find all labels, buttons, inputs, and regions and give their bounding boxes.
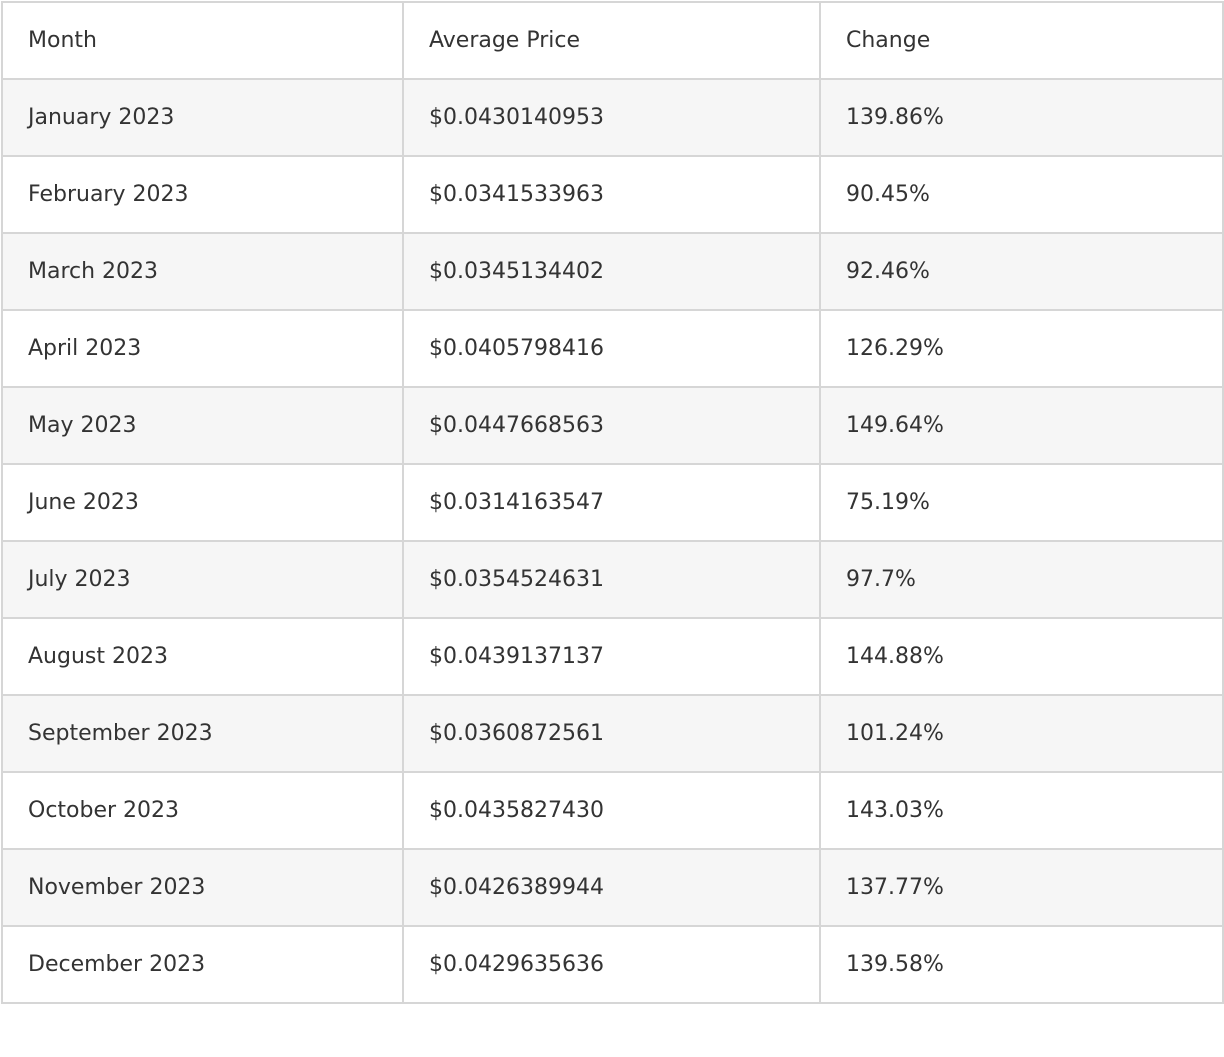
header-row: Month Average Price Change xyxy=(1,1,1224,80)
header-cell: Average Price xyxy=(402,1,821,80)
table-cell: December 2023 xyxy=(1,925,404,1004)
table-cell: September 2023 xyxy=(1,694,404,773)
table-cell: $0.0435827430 xyxy=(402,771,821,850)
table-cell: 90.45% xyxy=(819,155,1224,234)
table-cell: March 2023 xyxy=(1,232,404,311)
table-cell: January 2023 xyxy=(1,78,404,157)
table-row: June 2023 $0.0314163547 75.19% xyxy=(1,463,1224,542)
table-cell: May 2023 xyxy=(1,386,404,465)
table-cell: June 2023 xyxy=(1,463,404,542)
table-cell: $0.0447668563 xyxy=(402,386,821,465)
table-cell: 149.64% xyxy=(819,386,1224,465)
table-cell: 97.7% xyxy=(819,540,1224,619)
table-cell: $0.0341533963 xyxy=(402,155,821,234)
table-cell: 126.29% xyxy=(819,309,1224,388)
table-cell: February 2023 xyxy=(1,155,404,234)
table-cell: 101.24% xyxy=(819,694,1224,773)
table-row: October 2023 $0.0435827430 143.03% xyxy=(1,771,1224,850)
table-row: December 2023 $0.0429635636 139.58% xyxy=(1,925,1224,1004)
table-cell: July 2023 xyxy=(1,540,404,619)
table-cell: $0.0405798416 xyxy=(402,309,821,388)
table-row: May 2023 $0.0447668563 149.64% xyxy=(1,386,1224,465)
table-cell: $0.0426389944 xyxy=(402,848,821,927)
table-cell: $0.0314163547 xyxy=(402,463,821,542)
table-cell: November 2023 xyxy=(1,848,404,927)
table-row: September 2023 $0.0360872561 101.24% xyxy=(1,694,1224,773)
table-cell: $0.0360872561 xyxy=(402,694,821,773)
table-header: Month Average Price Change xyxy=(1,1,1224,80)
table-cell: 92.46% xyxy=(819,232,1224,311)
table-cell: $0.0430140953 xyxy=(402,78,821,157)
header-cell: Month xyxy=(1,1,404,80)
table-cell: $0.0354524631 xyxy=(402,540,821,619)
table-row: February 2023 $0.0341533963 90.45% xyxy=(1,155,1224,234)
table-cell: 137.77% xyxy=(819,848,1224,927)
table-cell: 139.86% xyxy=(819,78,1224,157)
table-row: March 2023 $0.0345134402 92.46% xyxy=(1,232,1224,311)
table-row: April 2023 $0.0405798416 126.29% xyxy=(1,309,1224,388)
table-row: July 2023 $0.0354524631 97.7% xyxy=(1,540,1224,619)
table-cell: 144.88% xyxy=(819,617,1224,696)
table-body: January 2023 $0.0430140953 139.86% February… xyxy=(1,78,1224,1004)
table-cell: $0.0429635636 xyxy=(402,925,821,1004)
table-cell: August 2023 xyxy=(1,617,404,696)
table-cell: October 2023 xyxy=(1,771,404,850)
price-table: Month Average Price Change January 2023 $0.… xyxy=(1,1,1224,1004)
table-row: January 2023 $0.0430140953 139.86% xyxy=(1,78,1224,157)
table-cell: $0.0345134402 xyxy=(402,232,821,311)
table-cell: 75.19% xyxy=(819,463,1224,542)
table-cell: April 2023 xyxy=(1,309,404,388)
table-cell: 139.58% xyxy=(819,925,1224,1004)
table-cell: 143.03% xyxy=(819,771,1224,850)
table-row: November 2023 $0.0426389944 137.77% xyxy=(1,848,1224,927)
table-cell: $0.0439137137 xyxy=(402,617,821,696)
table-row: August 2023 $0.0439137137 144.88% xyxy=(1,617,1224,696)
header-cell: Change xyxy=(819,1,1224,80)
